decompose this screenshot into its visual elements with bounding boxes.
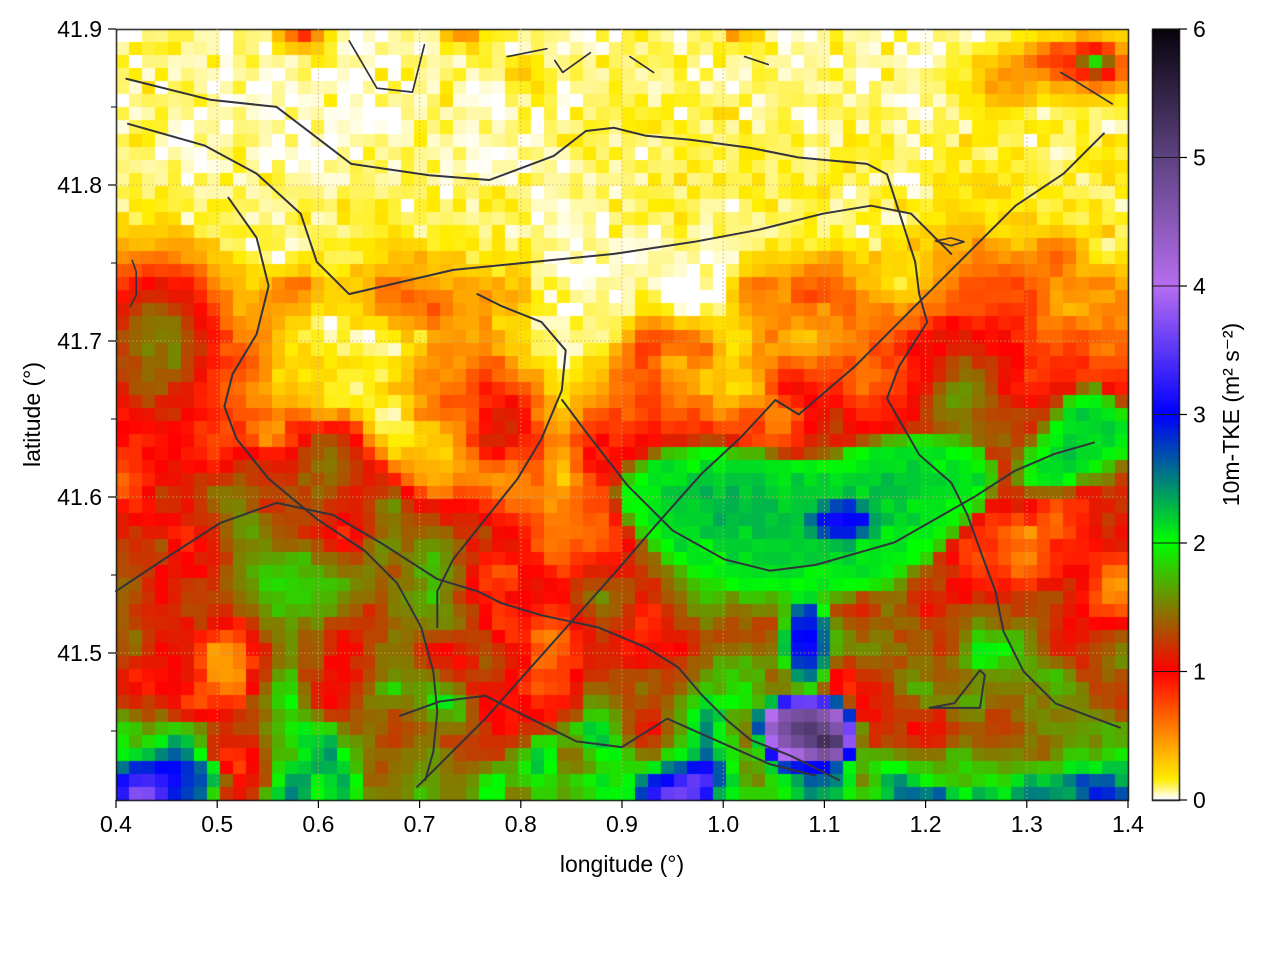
svg-text:5: 5 — [1193, 145, 1206, 171]
svg-text:41.8: 41.8 — [57, 172, 102, 198]
svg-text:latitude (°): latitude (°) — [19, 362, 45, 467]
svg-text:4: 4 — [1193, 273, 1206, 299]
svg-text:41.9: 41.9 — [57, 16, 102, 42]
svg-text:2: 2 — [1193, 530, 1206, 556]
svg-text:1.2: 1.2 — [910, 811, 942, 837]
svg-text:0.4: 0.4 — [100, 811, 132, 837]
svg-text:0.9: 0.9 — [606, 811, 638, 837]
svg-text:0.5: 0.5 — [201, 811, 233, 837]
svg-text:1: 1 — [1193, 659, 1206, 685]
svg-text:0.6: 0.6 — [302, 811, 334, 837]
svg-text:0.8: 0.8 — [505, 811, 537, 837]
svg-text:1.3: 1.3 — [1011, 811, 1043, 837]
svg-text:0: 0 — [1193, 787, 1206, 813]
svg-text:0.7: 0.7 — [404, 811, 436, 837]
svg-text:41.5: 41.5 — [57, 640, 102, 666]
svg-text:3: 3 — [1193, 402, 1206, 428]
svg-text:1.4: 1.4 — [1112, 811, 1144, 837]
svg-text:41.7: 41.7 — [57, 328, 102, 354]
svg-text:6: 6 — [1193, 16, 1206, 42]
svg-text:1.1: 1.1 — [808, 811, 840, 837]
svg-text:10m-TKE (m² s⁻²): 10m-TKE (m² s⁻²) — [1218, 323, 1244, 506]
svg-text:41.6: 41.6 — [57, 484, 102, 510]
svg-text:longitude (°): longitude (°) — [560, 851, 684, 877]
svg-text:1.0: 1.0 — [707, 811, 739, 837]
